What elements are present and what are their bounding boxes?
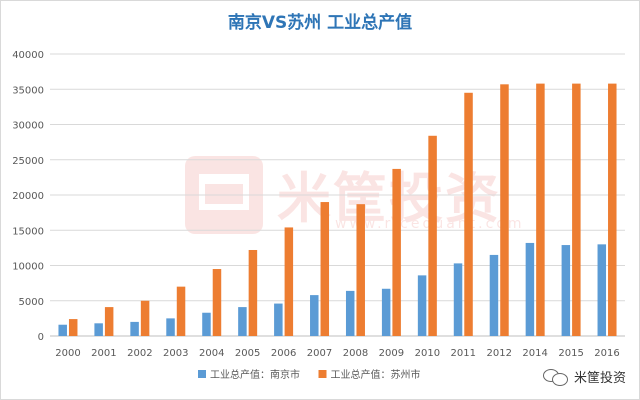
legend-entry: 工业总产值：苏州市 <box>331 368 421 381</box>
bar <box>68 319 78 336</box>
bar <box>489 254 499 336</box>
x-tick-label: 2016 <box>594 348 619 359</box>
bar <box>381 288 391 336</box>
bar <box>392 168 401 336</box>
bar <box>356 204 365 336</box>
bar <box>536 83 545 336</box>
bar <box>202 312 211 336</box>
bar <box>284 227 294 336</box>
bar <box>104 307 114 336</box>
legend-swatch <box>198 370 206 378</box>
wechat-icon <box>542 368 569 386</box>
y-tick-label: 30000 <box>12 121 44 132</box>
x-tick-label: 2006 <box>271 348 296 359</box>
bar <box>94 323 103 336</box>
x-tick-label: 2015 <box>558 348 583 359</box>
x-tick-label: 2001 <box>91 348 116 359</box>
bar <box>274 303 283 336</box>
bar <box>464 92 473 337</box>
y-tick-label: 35000 <box>12 85 44 96</box>
x-tick-label: 2010 <box>415 348 440 359</box>
bar <box>417 275 427 336</box>
bar <box>238 307 247 336</box>
bar <box>561 245 571 336</box>
x-tick-label: 2009 <box>379 348 404 359</box>
bar <box>572 83 581 336</box>
bar <box>320 202 330 336</box>
bar <box>345 290 355 336</box>
bar <box>597 244 607 336</box>
x-tick-label: 2011 <box>451 348 476 359</box>
y-tick-label: 0 <box>38 332 44 343</box>
y-tick-label: 20000 <box>12 191 44 202</box>
gridlines <box>50 53 625 337</box>
x-tick-label: 2008 <box>343 348 368 359</box>
bar <box>453 263 463 336</box>
bar <box>428 135 437 336</box>
bar <box>130 321 139 336</box>
bar <box>608 83 617 336</box>
legend: 工业总产值：南京市 工业总产值：苏州市 <box>198 368 421 381</box>
y-tick-label: 10000 <box>12 262 44 273</box>
bars <box>58 83 617 337</box>
bar <box>58 324 67 336</box>
bar <box>310 295 319 336</box>
bar <box>500 84 509 336</box>
y-tick-label: 40000 <box>12 50 44 61</box>
x-tick-label: 2003 <box>163 348 188 359</box>
x-tick-label: 2014 <box>522 348 547 359</box>
bar <box>212 269 222 336</box>
brand: 米筐投资 <box>542 367 626 386</box>
legend-swatch <box>318 370 327 378</box>
chart-title: 南京VS苏州 工业总产值 <box>227 13 413 33</box>
x-tick-label: 2004 <box>199 348 224 359</box>
y-tick-label: 25000 <box>12 156 44 167</box>
brand-label: 米筐投资 <box>573 371 626 386</box>
x-axis: 2000 2001 2002 2003 2004 2005 2006 2007 2008 2009… <box>55 348 620 359</box>
x-tick-label: 2002 <box>127 348 152 359</box>
bar <box>248 249 258 336</box>
y-tick-label: 15000 <box>12 226 44 237</box>
x-tick-label: 2007 <box>307 348 332 359</box>
x-tick-label: 2012 <box>486 348 511 359</box>
bar <box>140 300 150 336</box>
y-axis: 0 5000 10000 15000 20000 25000 30000 35000 40000 <box>12 50 44 343</box>
bar <box>525 242 535 336</box>
legend-entry: 工业总产值：南京市 <box>210 368 300 381</box>
y-tick-label: 5000 <box>19 297 44 308</box>
x-tick-label: 2000 <box>55 348 80 359</box>
bar <box>176 286 186 336</box>
x-tick-label: 2005 <box>235 348 260 359</box>
bar <box>166 318 175 336</box>
